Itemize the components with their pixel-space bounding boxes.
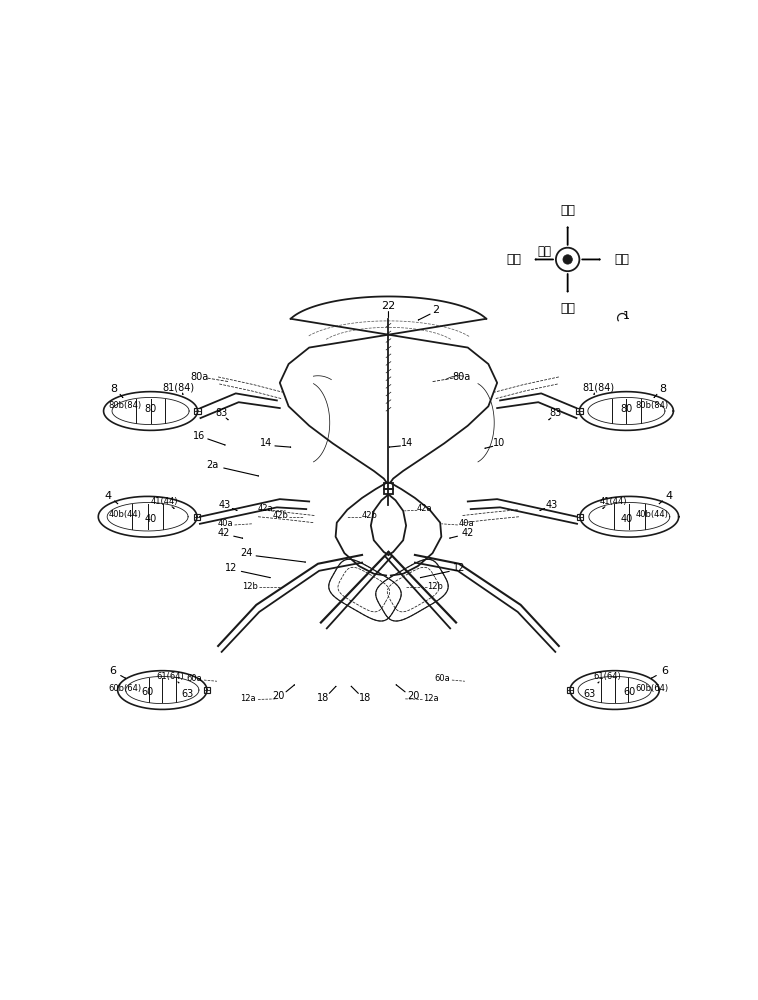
Text: 40: 40 (145, 514, 157, 524)
Text: 6: 6 (661, 666, 668, 676)
Text: 右方: 右方 (506, 253, 521, 266)
Text: 12a: 12a (423, 694, 439, 703)
Text: 18: 18 (317, 693, 329, 703)
Text: 2a: 2a (206, 460, 218, 470)
Text: 43: 43 (546, 500, 558, 510)
Text: 4: 4 (104, 491, 111, 501)
Text: 42b: 42b (362, 511, 377, 520)
Text: 80b(84): 80b(84) (108, 401, 142, 410)
Text: 83: 83 (215, 408, 227, 418)
Text: 40a: 40a (458, 519, 474, 528)
Text: 20: 20 (407, 691, 419, 701)
Text: 60b(64): 60b(64) (108, 684, 142, 693)
Bar (204, 687, 210, 693)
Text: 12b: 12b (243, 582, 258, 591)
Text: 14: 14 (260, 438, 272, 448)
Text: 83: 83 (550, 408, 562, 418)
Bar (567, 687, 573, 693)
Text: 10: 10 (493, 438, 505, 448)
Circle shape (563, 255, 572, 264)
Text: 42b: 42b (272, 511, 288, 520)
Text: 左方: 左方 (614, 253, 629, 266)
Text: 81(84): 81(84) (583, 383, 615, 393)
Text: 80b(84): 80b(84) (635, 401, 669, 410)
Text: 2: 2 (432, 305, 439, 315)
Bar (194, 514, 200, 520)
Text: 12b: 12b (428, 582, 443, 591)
Text: 42: 42 (218, 528, 230, 538)
Text: 24: 24 (240, 548, 252, 558)
Bar (384, 483, 393, 489)
Text: 60: 60 (623, 687, 635, 697)
Text: 63: 63 (583, 689, 596, 699)
Circle shape (556, 248, 579, 271)
Text: 40b(44): 40b(44) (635, 510, 668, 519)
Text: 20: 20 (272, 691, 284, 701)
Text: 60: 60 (142, 687, 154, 697)
Text: 60b(64): 60b(64) (635, 684, 669, 693)
Text: 8: 8 (659, 384, 666, 394)
Text: 12: 12 (225, 563, 237, 573)
Text: 80: 80 (145, 404, 157, 414)
Bar (384, 489, 393, 494)
Text: 12a: 12a (240, 694, 255, 703)
Text: 1: 1 (623, 311, 630, 321)
Text: 81(84): 81(84) (162, 383, 194, 393)
Text: 43: 43 (219, 500, 231, 510)
Text: 42a: 42a (257, 504, 273, 513)
Text: 60a: 60a (186, 674, 202, 683)
Bar (576, 408, 583, 414)
Text: 61(64): 61(64) (593, 672, 621, 681)
Text: 16: 16 (193, 431, 205, 441)
Text: 前方: 前方 (537, 245, 551, 258)
Text: 40a: 40a (218, 519, 233, 528)
Text: 80: 80 (620, 404, 632, 414)
Text: 8: 8 (111, 384, 117, 394)
Bar (194, 408, 201, 414)
Text: 80a: 80a (453, 372, 471, 382)
Text: 40b(44): 40b(44) (109, 510, 142, 519)
Text: 60a: 60a (434, 674, 450, 683)
Text: 上方: 上方 (560, 204, 575, 217)
Text: 下方: 下方 (560, 302, 575, 315)
Text: 18: 18 (359, 693, 371, 703)
Text: 4: 4 (666, 491, 673, 501)
Text: 63: 63 (181, 689, 194, 699)
Text: 80a: 80a (190, 372, 208, 382)
Text: 40: 40 (620, 514, 632, 524)
Text: 41(44): 41(44) (599, 497, 627, 506)
Text: 14: 14 (401, 438, 413, 448)
Text: 42a: 42a (417, 504, 433, 513)
Bar (577, 514, 583, 520)
Text: 42: 42 (462, 528, 474, 538)
Text: 41(44): 41(44) (150, 497, 178, 506)
Text: 61(64): 61(64) (156, 672, 184, 681)
Text: 6: 6 (109, 666, 116, 676)
Text: 22: 22 (381, 301, 396, 311)
Text: 12: 12 (453, 563, 465, 573)
